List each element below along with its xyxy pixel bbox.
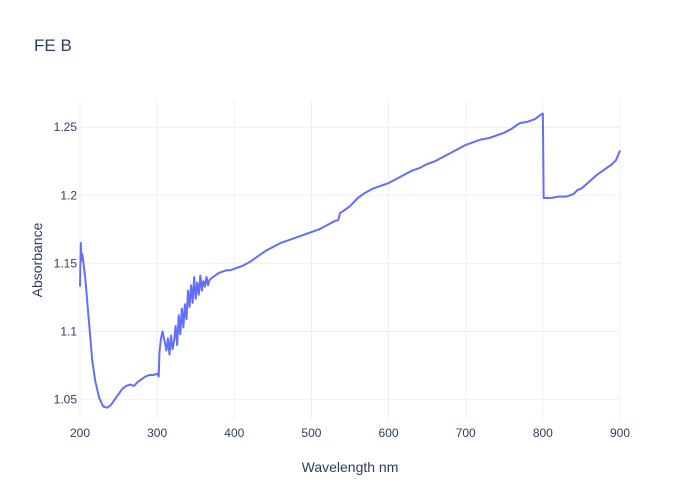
y-axis-ticks: 1.05 1.1 1.15 1.2 1.25 xyxy=(54,120,78,406)
chart-title: FE B xyxy=(34,36,72,55)
x-tick-label: 900 xyxy=(610,426,630,440)
x-tick-label: 400 xyxy=(224,426,244,440)
x-tick-label: 300 xyxy=(147,426,167,440)
series-line xyxy=(79,112,621,409)
y-axis-title: Absorbance xyxy=(29,222,45,297)
x-tick-label: 700 xyxy=(456,426,476,440)
series-group xyxy=(79,112,621,409)
grid-lines xyxy=(79,100,621,420)
x-tick-label: 800 xyxy=(533,426,553,440)
y-tick-label: 1.15 xyxy=(54,256,78,270)
y-tick-label: 1.1 xyxy=(60,324,77,338)
x-axis-title: Wavelength nm xyxy=(302,459,399,475)
x-tick-label: 200 xyxy=(70,426,90,440)
y-tick-label: 1.2 xyxy=(60,188,77,202)
x-tick-label: 500 xyxy=(301,426,321,440)
y-tick-label: 1.25 xyxy=(54,120,78,134)
x-axis-ticks: 200 300 400 500 600 700 800 900 xyxy=(70,426,630,440)
y-tick-label: 1.05 xyxy=(54,393,78,407)
x-tick-label: 600 xyxy=(379,426,399,440)
